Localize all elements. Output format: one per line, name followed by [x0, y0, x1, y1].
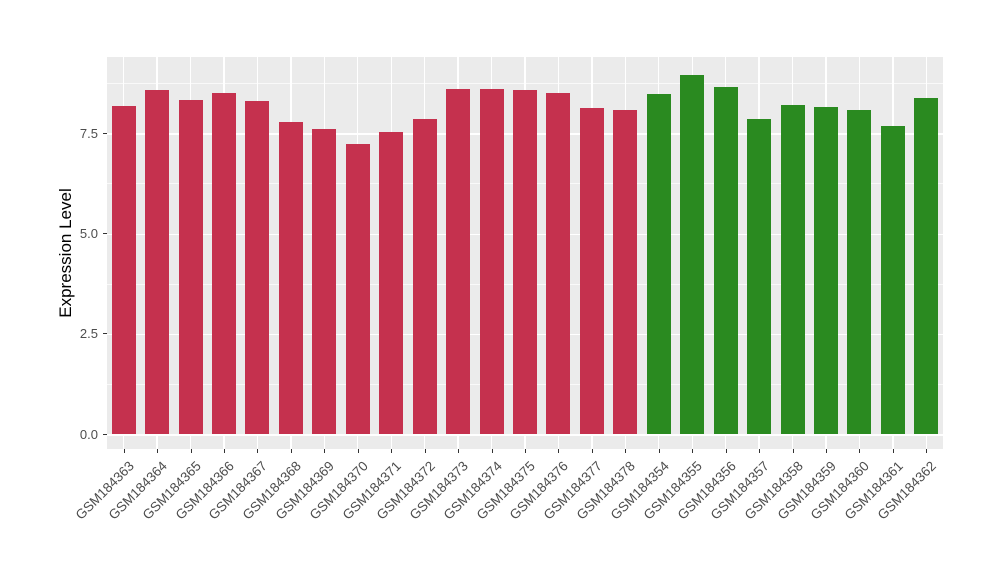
x-tick-mark [525, 449, 526, 453]
bar-GSM184374 [479, 89, 504, 434]
bar-GSM184377 [579, 108, 604, 434]
x-tick-mark [725, 449, 727, 453]
x-tick-mark [892, 449, 894, 453]
y-tick-mark [103, 233, 107, 234]
y-tick-label: 7.5 [79, 125, 98, 141]
y-tick-label: 2.5 [79, 326, 98, 342]
y-tick-mark [103, 132, 107, 134]
bar-GSM184370 [345, 144, 370, 434]
bar-GSM184358 [780, 105, 805, 434]
x-tick-mark [357, 449, 359, 453]
x-tick-mark [792, 449, 794, 453]
bar-GSM184360 [847, 109, 872, 434]
bar-GSM184376 [546, 93, 571, 434]
plot-panel [107, 57, 943, 449]
bar-GSM184355 [680, 75, 705, 434]
y-tick-label: 0.0 [79, 426, 98, 442]
x-tick-mark [825, 449, 827, 453]
y-axis-title: Expression Level [56, 188, 75, 318]
bar-GSM184362 [914, 98, 939, 434]
bar-GSM184361 [880, 126, 905, 434]
x-tick-mark [324, 449, 326, 453]
bar-GSM184372 [412, 119, 437, 434]
bar-GSM184369 [312, 129, 337, 434]
bar-GSM184364 [145, 89, 170, 434]
bar-GSM184366 [212, 93, 237, 434]
x-tick-mark [926, 449, 928, 453]
x-tick-mark [290, 449, 292, 453]
x-tick-mark [391, 449, 393, 453]
y-tick-label: 5.0 [79, 226, 98, 241]
x-tick-mark [157, 449, 159, 453]
x-tick-mark [424, 449, 426, 453]
bar-GSM184356 [713, 87, 738, 434]
x-tick-mark [591, 449, 593, 453]
x-tick-mark [224, 449, 226, 453]
bar-GSM184371 [379, 131, 404, 434]
bar-GSM184363 [111, 105, 136, 434]
x-tick-mark [759, 449, 761, 453]
x-tick-mark [257, 449, 259, 453]
x-tick-mark [692, 449, 694, 453]
y-tick-mark [103, 333, 107, 335]
x-tick-mark [658, 449, 660, 453]
x-tick-mark [190, 449, 192, 453]
bar-GSM184373 [446, 89, 471, 434]
x-tick-mark [123, 449, 125, 453]
bar-GSM184365 [178, 99, 203, 434]
bar-GSM184378 [613, 109, 638, 434]
x-tick-mark [625, 449, 627, 453]
x-tick-mark [458, 449, 460, 453]
x-tick-mark [558, 449, 560, 453]
bar-GSM184357 [747, 119, 772, 434]
x-tick-mark [491, 449, 493, 453]
bar-GSM184368 [278, 121, 303, 434]
bar-GSM184359 [813, 107, 838, 434]
x-tick-mark [859, 449, 861, 453]
bar-GSM184354 [646, 93, 671, 434]
y-tick-mark [103, 433, 107, 435]
bar-GSM184375 [513, 89, 537, 434]
bar-GSM184367 [245, 100, 270, 434]
